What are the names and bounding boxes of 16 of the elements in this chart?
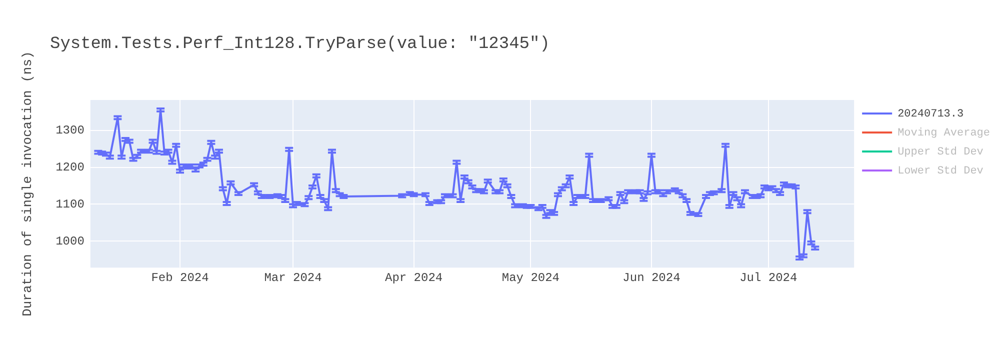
x-tick-label: Feb 2024 <box>151 270 209 285</box>
x-tick-label: May 2024 <box>502 270 560 285</box>
x-tick-label: Jun 2024 <box>622 270 680 285</box>
x-tick-label: Jul 2024 <box>740 270 798 285</box>
legend-label: Lower Std Dev <box>898 165 984 178</box>
y-axis-title: Duration of single invocation (ns) <box>20 51 36 316</box>
x-tick-label: Mar 2024 <box>264 270 322 285</box>
y-tick-label: 1000 <box>56 234 84 248</box>
legend-label: Upper Std Dev <box>898 146 984 158</box>
y-tick-label: 1200 <box>56 160 84 175</box>
legend-label: Moving Average <box>898 127 990 140</box>
y-tick-label: 1300 <box>56 124 84 138</box>
x-tick-label: Apr 2024 <box>384 270 443 285</box>
legend-label: 20240713.3 <box>898 108 964 120</box>
y-tick-label: 1100 <box>56 197 84 212</box>
chart-title: System.Tests.Perf_Int128.TryParse(value: "12345") <box>50 35 550 54</box>
